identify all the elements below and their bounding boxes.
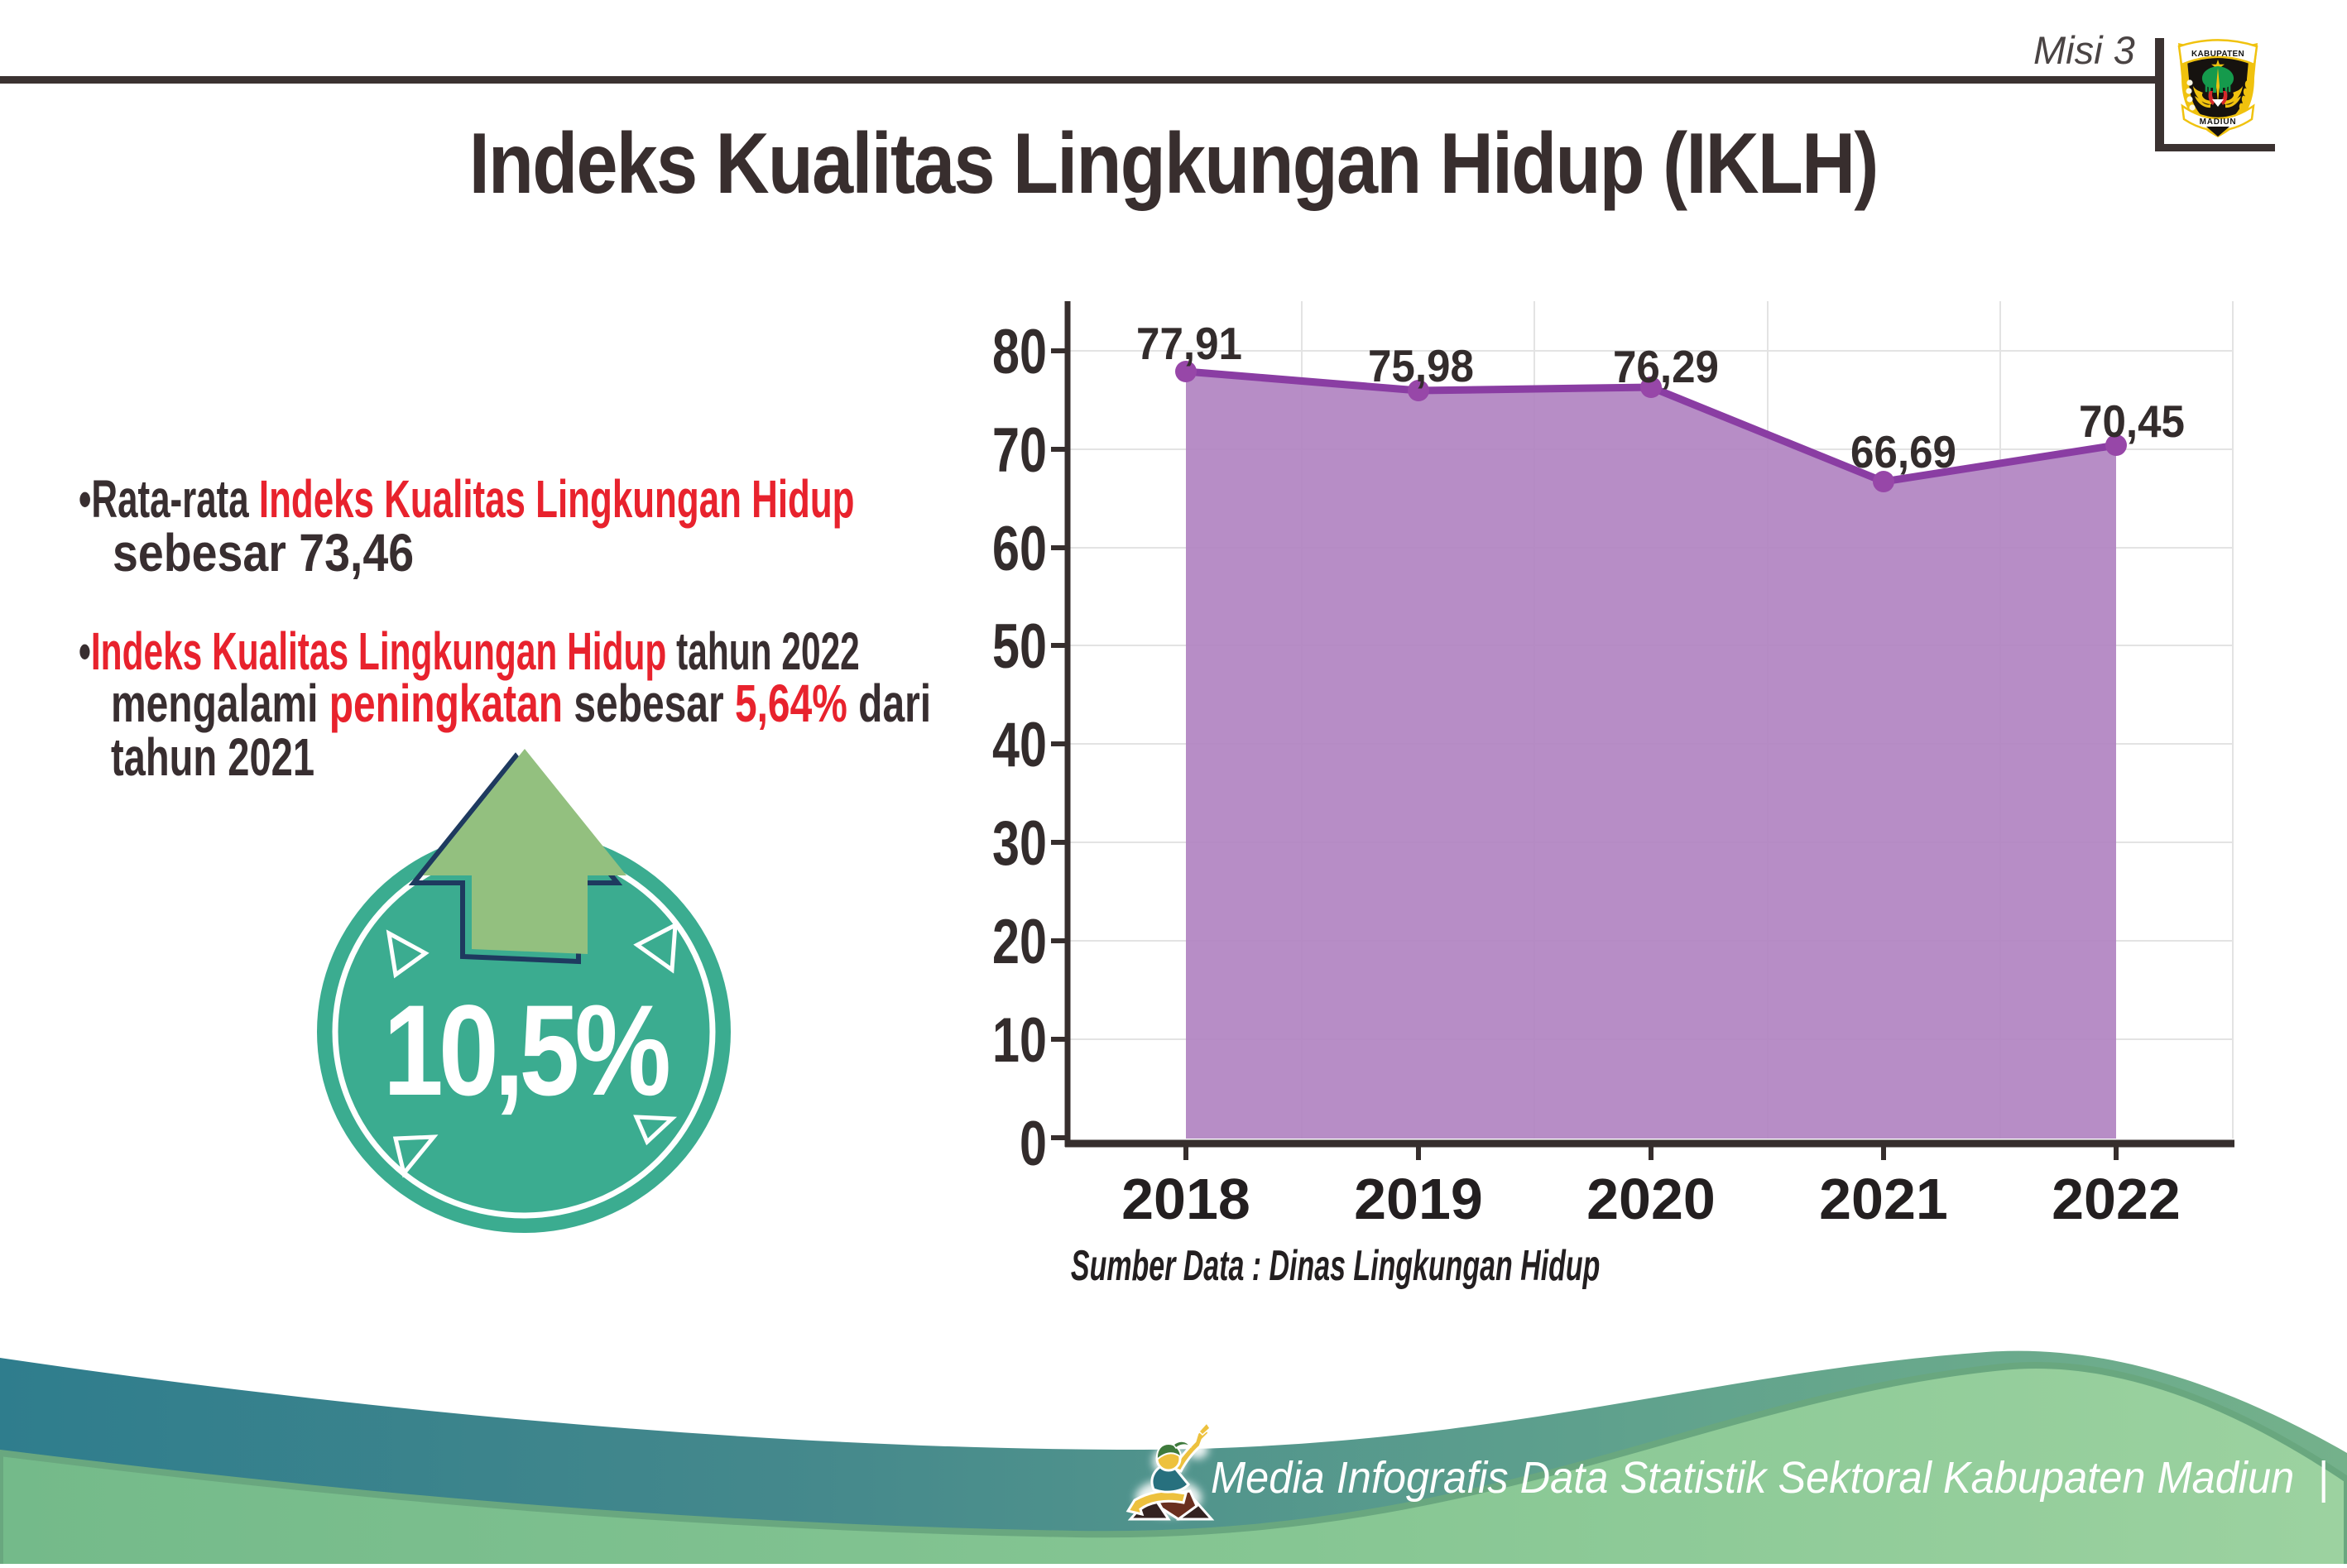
svg-text:40: 40 — [992, 710, 1047, 780]
svg-text:10: 10 — [992, 1005, 1047, 1076]
svg-text:70,45: 70,45 — [2079, 396, 2185, 447]
svg-text:77,91: 77,91 — [1136, 319, 1242, 369]
svg-text:2020: 2020 — [1586, 1167, 1716, 1231]
svg-text:2021: 2021 — [1819, 1167, 1948, 1231]
svg-text:MADIUN: MADIUN — [2200, 117, 2237, 127]
svg-text:50: 50 — [992, 611, 1047, 682]
svg-text:80: 80 — [992, 317, 1047, 387]
svg-text:20: 20 — [992, 907, 1047, 977]
svg-text:30: 30 — [992, 808, 1047, 879]
svg-text:2018: 2018 — [1121, 1167, 1250, 1231]
svg-text:2022: 2022 — [2052, 1167, 2181, 1231]
svg-text:70: 70 — [992, 415, 1047, 486]
svg-text:Sumber Data : Dinas Lingkungan: Sumber Data : Dinas Lingkungan Hidup — [1071, 1242, 1600, 1290]
svg-text:10,5%: 10,5% — [383, 978, 669, 1122]
svg-text:76,29: 76,29 — [1613, 342, 1719, 392]
svg-text:2019: 2019 — [1354, 1167, 1483, 1231]
svg-text:0: 0 — [1020, 1109, 1047, 1179]
svg-text:66,69: 66,69 — [1850, 427, 1956, 477]
svg-text:KABUPATEN: KABUPATEN — [2191, 50, 2244, 59]
svg-text:60: 60 — [992, 514, 1047, 584]
svg-text:75,98: 75,98 — [1368, 341, 1474, 391]
